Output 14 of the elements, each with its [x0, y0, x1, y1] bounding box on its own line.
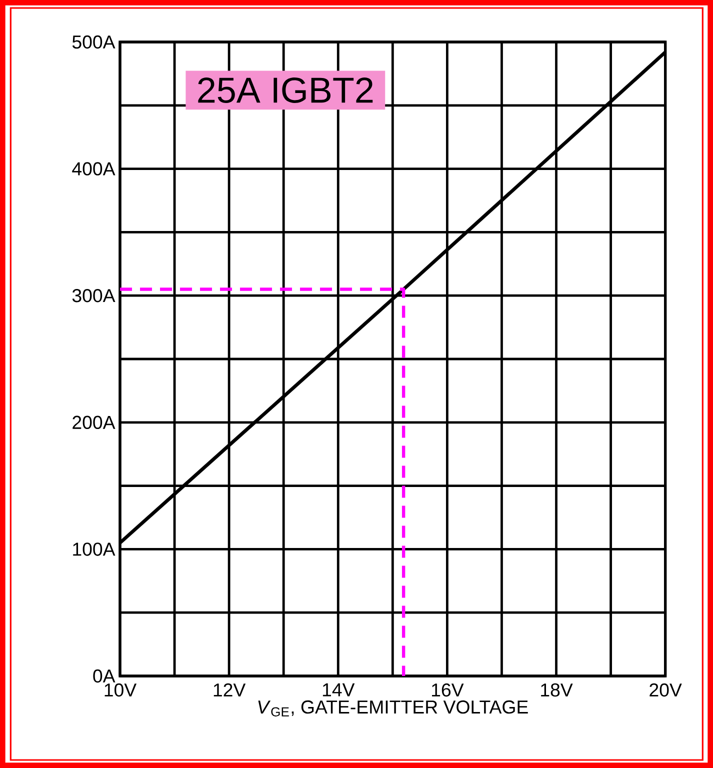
y-tick-label: 100A [73, 542, 116, 556]
x-tick-label: 16V [432, 683, 464, 697]
x-tick-label: 18V [541, 683, 573, 697]
x-tick-label: 20V [650, 683, 682, 697]
x-tick-label: 12V [214, 683, 246, 696]
y-tick-label: 300A [72, 288, 116, 302]
x-tick-label: 14V [322, 683, 355, 696]
x-axis-title: V$_{GE}$, GATE-EMITTER VOLTAGE [258, 700, 528, 716]
y-tick-label: 500A [72, 35, 116, 49]
y-tick-label: 400A [72, 162, 116, 176]
x-tick-label: 10V [104, 683, 137, 697]
annotation: 25A IGBT2 [198, 77, 373, 103]
y-tick-label: 0A [93, 669, 116, 683]
y-tick-label: 200A [72, 416, 116, 430]
